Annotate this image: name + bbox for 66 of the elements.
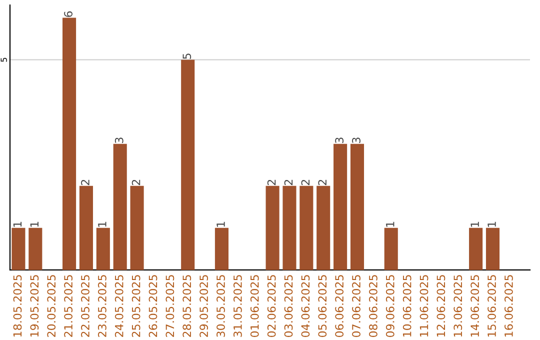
bar — [316, 186, 330, 270]
x-tick-label: 24.05.2025 — [114, 275, 124, 337]
data-label: 1 — [30, 222, 38, 227]
x-tick-label: 23.05.2025 — [98, 275, 106, 337]
bar — [28, 228, 42, 270]
data-label: 1 — [98, 222, 106, 227]
data-label: 2 — [81, 180, 90, 186]
x-tick-label: 14.06.2025 — [470, 275, 480, 337]
x-tick-label: 19.05.2025 — [30, 275, 39, 337]
bar — [469, 228, 483, 270]
x-tick-label: 12.06.2025 — [436, 275, 446, 337]
bar — [96, 228, 110, 270]
data-label: 1 — [488, 222, 496, 227]
x-tick-label: 02.06.2025 — [267, 275, 276, 338]
data-label: 2 — [267, 180, 276, 186]
data-label: 1 — [470, 222, 479, 227]
x-tick-label: 09.06.2025 — [386, 275, 394, 338]
x-tick-label: 07.06.2025 — [352, 275, 360, 338]
x-tick-label: 05.06.2025 — [318, 275, 327, 338]
data-label: 6 — [64, 11, 72, 17]
data-label: 1 — [386, 222, 394, 227]
x-tick-label: 04.06.2025 — [301, 275, 310, 338]
bar — [113, 144, 127, 270]
x-tick-label: 21.05.2025 — [64, 275, 72, 337]
bar — [130, 186, 144, 270]
x-tick-label: 20.05.2025 — [47, 275, 56, 337]
data-label: 1 — [13, 222, 22, 227]
x-tick-label: 11.06.2025 — [420, 275, 428, 337]
x-tick-label: 18.05.2025 — [13, 275, 22, 337]
data-label: 2 — [132, 180, 140, 186]
x-tick-label: 26.05.2025 — [148, 275, 158, 337]
x-tick-label: 30.05.2025 — [216, 275, 225, 337]
x-tick-label: 01.06.2025 — [250, 275, 259, 338]
x-tick-label: 03.06.2025 — [284, 275, 293, 338]
data-label: 2 — [284, 180, 293, 186]
x-tick-label: 15.06.2025 — [488, 275, 496, 337]
bar — [334, 144, 348, 270]
bar — [282, 186, 296, 270]
data-label: 2 — [318, 180, 326, 186]
bar — [79, 186, 93, 270]
bar — [12, 228, 26, 270]
bar — [266, 186, 280, 270]
x-tick-label: 25.05.2025 — [132, 275, 140, 337]
x-tick-label: 10.06.2025 — [402, 275, 412, 337]
x-tick-label: 27.05.2025 — [166, 275, 174, 337]
data-label: 2 — [301, 180, 310, 186]
x-tick-label: 06.06.2025 — [335, 275, 344, 338]
bar — [181, 60, 195, 270]
bar — [384, 228, 398, 270]
data-label: 3 — [335, 138, 344, 143]
x-tick-label: 31.05.2025 — [233, 275, 242, 337]
bar — [214, 228, 228, 270]
x-tick-label: 28.05.2025 — [182, 275, 192, 337]
data-label: 3 — [352, 138, 360, 143]
data-label: 1 — [216, 222, 225, 227]
x-tick-label: 29.05.2025 — [200, 275, 208, 337]
x-tick-label: 16.06.2025 — [504, 275, 513, 337]
bar — [62, 18, 76, 270]
x-tick-label: 22.05.2025 — [81, 275, 90, 337]
data-label: 5 — [182, 54, 192, 59]
bar — [350, 144, 364, 270]
bar — [300, 186, 314, 270]
x-tick-label: 13.06.2025 — [454, 275, 462, 337]
data-label: 3 — [114, 138, 124, 143]
bar — [486, 228, 500, 270]
x-tick-label: 08.06.2025 — [368, 275, 378, 338]
